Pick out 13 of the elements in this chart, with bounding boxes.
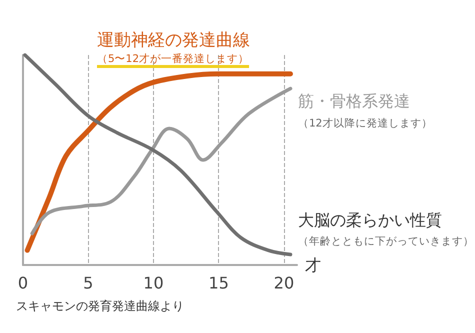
annotation: （5〜12才が一番発達します） — [97, 52, 250, 66]
x-axis-title: 才 — [305, 256, 321, 274]
series-label: 運動神経の発達曲線 — [97, 30, 250, 50]
x-tick-label: 15 — [208, 274, 229, 292]
series-label: 大脳の柔らかい性質 — [298, 210, 442, 230]
x-tick-label: 5 — [83, 274, 94, 292]
text: （12才以降に発達します） — [298, 116, 432, 130]
x-tick-label: 10 — [143, 274, 164, 292]
series-label: 筋・骨格系発達 — [298, 92, 410, 110]
x-tick-label: 0 — [18, 274, 28, 292]
text: スキャモンの発育発達曲線より — [16, 299, 184, 313]
text: （年齢とともに下がっていきます） — [298, 236, 474, 248]
x-tick-label: 20 — [274, 274, 294, 292]
